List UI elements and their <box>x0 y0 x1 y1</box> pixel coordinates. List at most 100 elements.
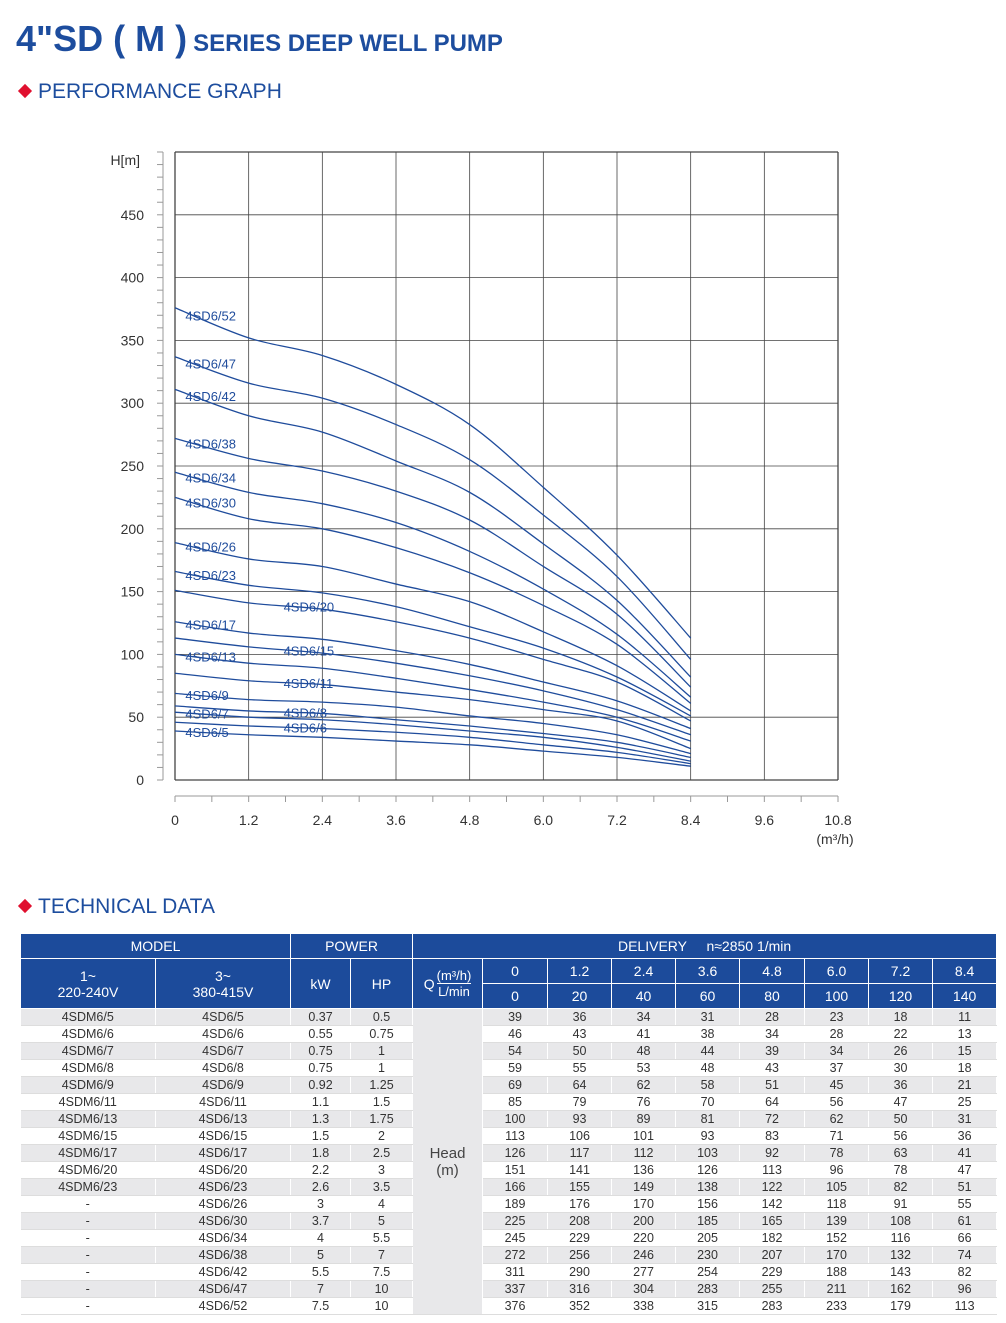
header-hp: HP <box>350 958 414 1009</box>
q-m3h: 0 <box>482 958 549 984</box>
head-value: 141 <box>547 1161 613 1179</box>
power-hp: 3 <box>350 1161 414 1179</box>
voltage-label: 380-415V <box>192 983 254 1000</box>
head-value: 105 <box>804 1178 870 1196</box>
header-kw: kW <box>290 958 352 1009</box>
head-value: 18 <box>868 1008 934 1026</box>
single-phase-model: 4SDM6/7 <box>20 1042 156 1060</box>
series-label: 4SD6/11 <box>284 676 334 691</box>
head-text: Head <box>429 1144 466 1162</box>
head-value: 96 <box>932 1280 998 1298</box>
head-value: 290 <box>547 1263 613 1281</box>
head-value: 170 <box>804 1246 870 1264</box>
table-row: -4SD6/30 3.7 5 225 208 200 185 165 139 108 61 <box>20 1212 998 1230</box>
head-value: 179 <box>868 1297 934 1315</box>
table-row: -4SD6/38 5 7 272 256 246 230 207 170 132 74 <box>20 1246 998 1264</box>
header-delivery: DELIVERY n≈2850 1/min <box>412 933 998 959</box>
three-phase-model: 4SD6/47 <box>155 1280 292 1298</box>
y-tick-label: 0 <box>136 772 144 788</box>
head-value: 246 <box>611 1246 677 1264</box>
head-value: 48 <box>611 1042 677 1060</box>
three-phase-model: 4SD6/5 <box>155 1008 292 1026</box>
power-hp: 7 <box>350 1246 414 1264</box>
y-tick-label: 100 <box>121 646 145 662</box>
head-value: 112 <box>611 1144 677 1162</box>
q-unit-lmin: L/min <box>438 984 470 999</box>
power-hp: 1 <box>350 1059 414 1077</box>
q-m3h: 8.4 <box>932 958 998 984</box>
head-value: 56 <box>868 1127 934 1145</box>
head-value: 69 <box>482 1076 549 1094</box>
head-value: 61 <box>932 1212 998 1230</box>
power-kw: 0.55 <box>290 1025 352 1043</box>
head-value: 82 <box>932 1263 998 1281</box>
head-value: 225 <box>482 1212 549 1230</box>
phase-label: 3~ <box>215 967 231 984</box>
head-value: 117 <box>547 1144 613 1162</box>
voltage-label: 220-240V <box>57 983 119 1000</box>
series-curve <box>174 307 692 639</box>
power-hp: 5.5 <box>350 1229 414 1247</box>
head-value: 101 <box>611 1127 677 1145</box>
head-value: 108 <box>868 1212 934 1230</box>
single-phase-model: 4SDM6/6 <box>20 1025 156 1043</box>
power-kw: 0.75 <box>290 1042 352 1060</box>
power-hp: 5 <box>350 1212 414 1230</box>
head-value: 170 <box>611 1195 677 1213</box>
series-label: 4SD6/52 <box>185 308 236 323</box>
table-row: 4SDM6/6 4SD6/6 0.55 0.75 46 43 41 38 34 28 22 13 <box>20 1025 998 1043</box>
head-value: 74 <box>932 1246 998 1264</box>
head-value: 338 <box>611 1297 677 1315</box>
power-hp: 7.5 <box>350 1263 414 1281</box>
head-value: 136 <box>611 1161 677 1179</box>
power-hp: 2.5 <box>350 1144 414 1162</box>
head-value: 82 <box>868 1178 934 1196</box>
table-row: 4SDM6/15 4SD6/15 1.5 2 113 106 101 93 83 71 56 36 <box>20 1127 998 1145</box>
series-curve <box>174 672 691 750</box>
table-row: 4SDM6/17 4SD6/17 1.8 2.5 126 117 112 103 92 78 63 4… <box>20 1144 998 1162</box>
power-kw: 1.5 <box>290 1127 352 1145</box>
series-curve <box>174 541 692 712</box>
power-hp: 1.25 <box>350 1076 414 1094</box>
single-phase-model: - <box>20 1246 156 1264</box>
head-value: 38 <box>675 1025 741 1043</box>
power-kw: 0.92 <box>290 1076 352 1094</box>
head-value: 51 <box>932 1178 998 1196</box>
head-value: 50 <box>547 1042 613 1060</box>
single-phase-model: 4SDM6/17 <box>20 1144 156 1162</box>
head-value: 23 <box>804 1008 870 1026</box>
head-value: 56 <box>804 1093 870 1111</box>
power-kw: 1.8 <box>290 1144 352 1162</box>
power-hp: 10 <box>350 1297 414 1315</box>
head-value: 47 <box>932 1161 998 1179</box>
single-phase-model: - <box>20 1195 156 1213</box>
head-value: 25 <box>932 1093 998 1111</box>
three-phase-model: 4SD6/13 <box>155 1110 292 1128</box>
y-tick-label: 450 <box>121 207 145 223</box>
head-value: 126 <box>482 1144 549 1162</box>
table-row: 4SDM6/9 4SD6/9 0.92 1.25 69 64 62 58 51 45 36 21 <box>20 1076 998 1094</box>
table-row: 4SDM6/7 4SD6/7 0.75 1 54 50 48 44 39 34 26 15 <box>20 1042 998 1060</box>
table-row: 4SDM6/23 4SD6/23 2.6 3.5 166 155 149 138 122 105 8… <box>20 1178 998 1196</box>
table-row: 4SDM6/20 4SD6/20 2.2 3 151 141 136 126 113 96 78 47 <box>20 1161 998 1179</box>
head-value: 54 <box>482 1042 549 1060</box>
head-value: 316 <box>547 1280 613 1298</box>
head-value: 34 <box>739 1025 806 1043</box>
series-curve <box>174 589 691 722</box>
q-m3h: 2.4 <box>611 958 677 984</box>
head-value: 138 <box>675 1178 741 1196</box>
power-hp: 1 <box>350 1042 414 1060</box>
head-value: 93 <box>675 1127 741 1145</box>
q-lmin: 80 <box>739 983 806 1009</box>
q-m3h: 6.0 <box>804 958 870 984</box>
head-label: Head (m) <box>412 1008 484 1315</box>
head-value: 352 <box>547 1297 613 1315</box>
head-value: 118 <box>804 1195 870 1213</box>
head-value: 31 <box>675 1008 741 1026</box>
q-lmin: 40 <box>611 983 677 1009</box>
head-value: 62 <box>804 1110 870 1128</box>
head-value: 59 <box>482 1059 549 1077</box>
head-value: 11 <box>932 1008 998 1026</box>
head-value: 55 <box>547 1059 613 1077</box>
head-value: 36 <box>932 1127 998 1145</box>
